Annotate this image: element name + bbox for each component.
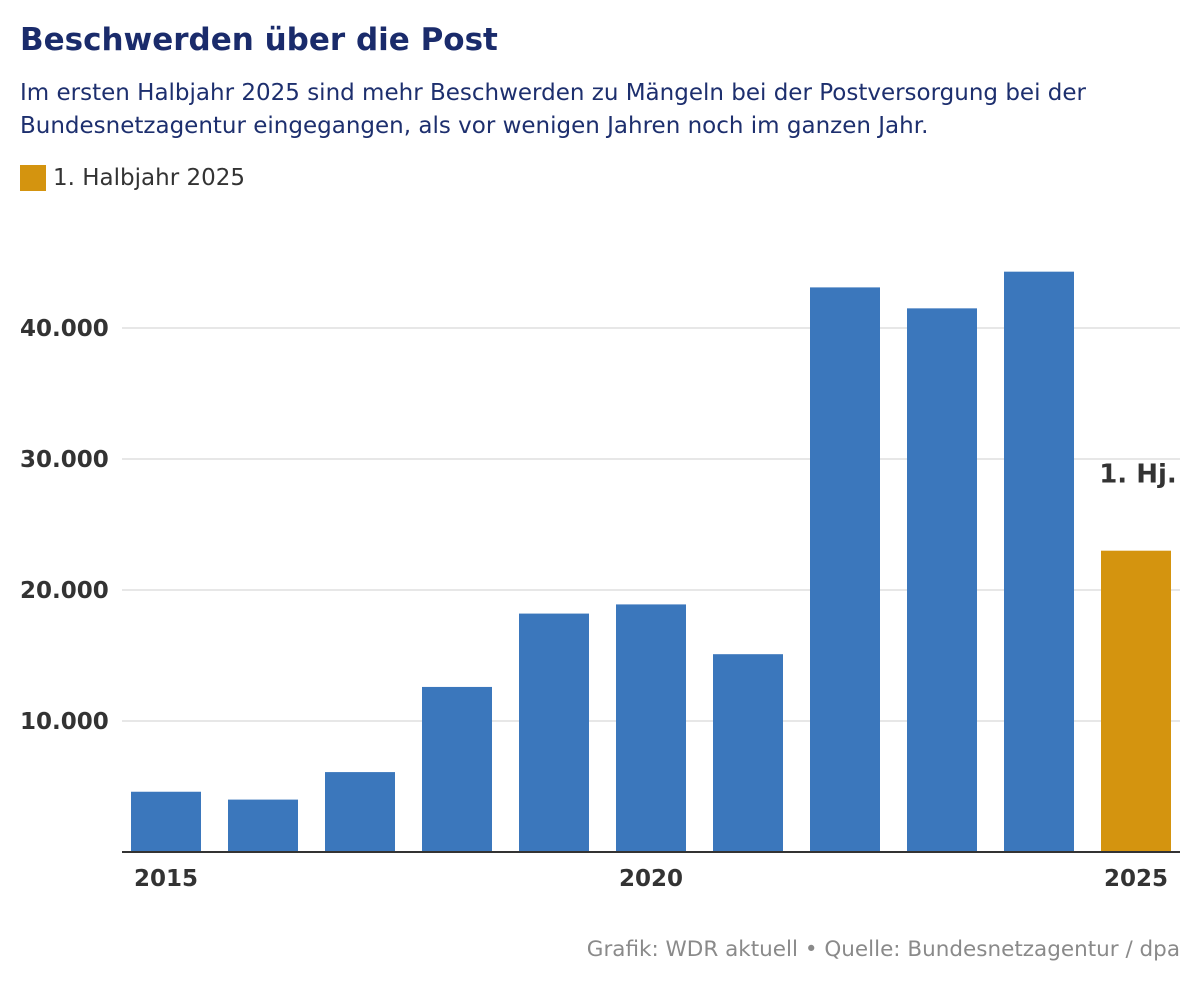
chart-title: Beschwerden über die Post (20, 22, 498, 58)
source-text: Quelle: Bundesnetzagentur / dpa (824, 937, 1180, 962)
bar-2015 (131, 791, 201, 852)
graphic-credit: Grafik: WDR aktuell (586, 937, 798, 962)
bar-2022 (810, 287, 880, 852)
y-axis-tick-labels: 10.000 20.000 30.000 40.000 (20, 316, 109, 735)
y-tick-label: 40.000 (20, 316, 109, 342)
bar-2020 (616, 604, 686, 852)
separator-bullet: • (804, 937, 818, 962)
bars (131, 271, 1171, 853)
legend: 1. Halbjahr 2025 (20, 165, 245, 191)
x-tick-label: 2025 (1104, 866, 1168, 892)
y-tick-label: 20.000 (20, 578, 109, 604)
legend-label: 1. Halbjahr 2025 (53, 165, 245, 191)
bar-2018 (422, 686, 492, 852)
bar-2025 (1101, 550, 1171, 852)
x-axis-tick-labels: 2015 2020 2025 (134, 866, 1168, 892)
bar-2023 (907, 308, 977, 853)
y-tick-label: 10.000 (20, 709, 109, 735)
bar-2017 (325, 772, 395, 852)
bar-2019 (519, 613, 589, 852)
bar-2021 (713, 654, 783, 852)
y-tick-label: 30.000 (20, 447, 109, 473)
bar-2016 (228, 799, 298, 852)
chart-subtitle: Im ersten Halbjahr 2025 sind mehr Beschw… (20, 80, 1086, 139)
x-tick-label: 2020 (619, 866, 683, 892)
bar-2024 (1004, 271, 1074, 852)
annotation-label: 1. Hj. (1099, 460, 1177, 490)
source-credit: Grafik: WDR aktuell • Quelle: Bundesnetz… (587, 937, 1180, 963)
legend-swatch (20, 165, 46, 191)
x-tick-label: 2015 (134, 866, 198, 892)
